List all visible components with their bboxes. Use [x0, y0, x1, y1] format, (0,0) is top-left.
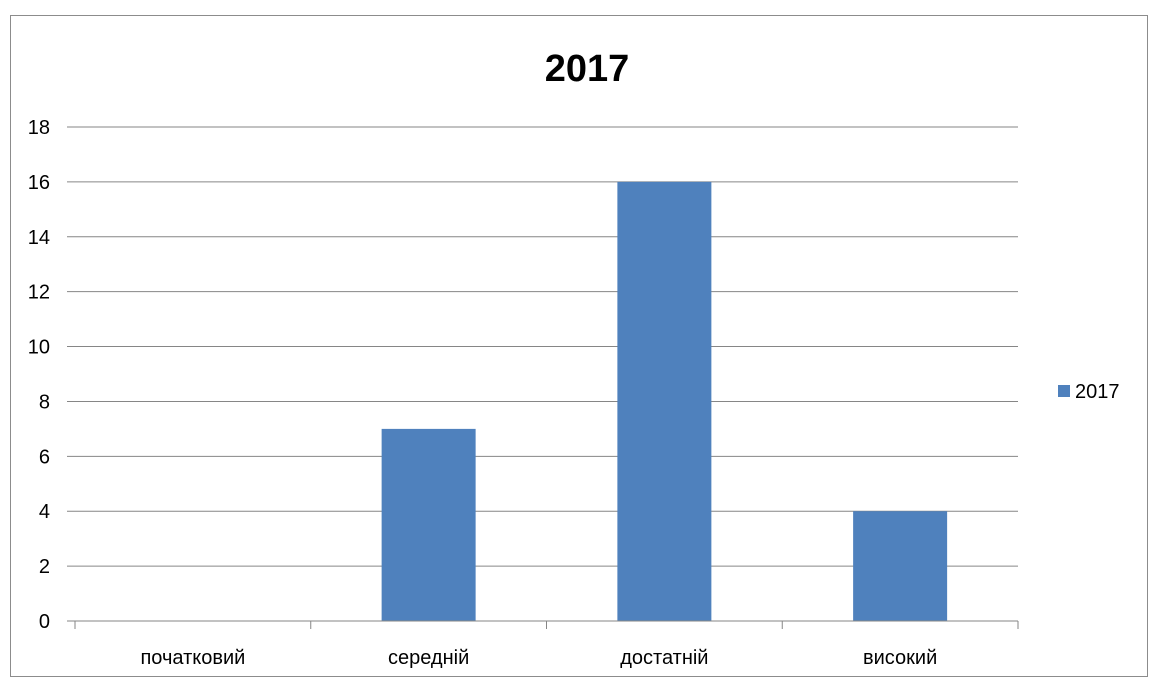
x-tick-label: середній	[388, 647, 469, 669]
y-tick-label: 0	[39, 611, 50, 633]
y-axis-tick-labels: 0 2 4 6 8 10 12 14 16 18	[28, 117, 50, 633]
y-tick-label: 12	[28, 282, 50, 304]
legend: 2017	[1058, 381, 1120, 403]
chart-frame	[10, 15, 1148, 677]
x-axis	[67, 620, 1019, 629]
x-tick-label: початковий	[140, 647, 245, 669]
legend-swatch	[1058, 385, 1070, 397]
y-tick-label: 8	[39, 391, 50, 413]
y-tick-label: 16	[28, 172, 50, 194]
y-tick-label: 18	[28, 117, 50, 139]
bar-3	[853, 511, 948, 621]
legend-label-2017: 2017	[1075, 381, 1120, 403]
x-axis-tick-labels: початковий середній достатній високий	[140, 647, 937, 669]
y-tick-label: 2	[39, 556, 50, 578]
bar-2	[617, 181, 712, 621]
x-tick-label: високий	[863, 647, 937, 669]
grid-lines	[67, 126, 1018, 567]
y-tick-label: 14	[28, 227, 50, 249]
bars	[381, 181, 948, 621]
y-tick-label: 4	[39, 501, 50, 523]
chart-title: 2017	[545, 48, 630, 90]
bar-1	[381, 428, 476, 621]
y-tick-label: 10	[28, 337, 50, 359]
y-tick-label: 6	[39, 446, 50, 468]
x-tick-label: достатній	[620, 647, 708, 669]
